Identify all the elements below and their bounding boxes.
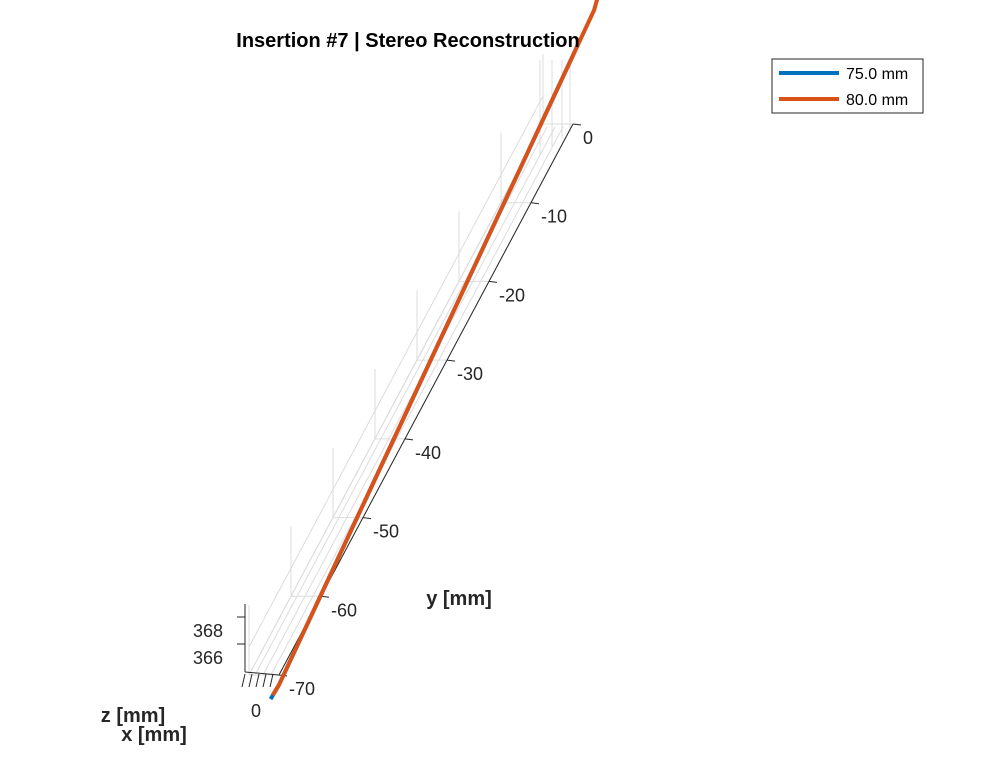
y-tick-label: 0 <box>583 128 593 148</box>
y-tick-label: -30 <box>457 364 483 384</box>
grid-wall-line <box>248 95 544 648</box>
x-tick-mark <box>248 673 253 688</box>
y-tick-mark <box>572 123 582 126</box>
legend-box <box>771 58 924 114</box>
data-series <box>268 0 600 701</box>
grid-wall-line <box>248 123 544 676</box>
y-tick-label: -10 <box>541 207 567 227</box>
grid-lines <box>248 54 573 676</box>
x-tick-mark <box>241 673 246 688</box>
legend-label-80mm: 80.0 mm <box>846 92 908 109</box>
y-tick-mark <box>362 517 372 520</box>
y-axis-label: y [mm] <box>426 588 492 610</box>
y-tick-label: -70 <box>289 679 315 699</box>
x-tick-label: 0 <box>251 701 261 721</box>
y-tick-label: -50 <box>373 522 399 542</box>
y-tick-label: -40 <box>415 443 441 463</box>
tick-labels: 0 -10 -20 -30 -40 -50 -60 -70 366 368 0 <box>193 128 593 721</box>
legend-label-75mm: 75.0 mm <box>846 66 908 83</box>
x-tick-mark <box>262 673 267 688</box>
y-tick-mark <box>530 202 540 205</box>
z-tick-label: 368 <box>193 621 223 641</box>
x-tick-mark <box>255 673 260 688</box>
y-tick-mark <box>404 438 414 441</box>
grid-floor-line <box>270 126 564 676</box>
grid-floor-line <box>262 126 556 676</box>
y-tick-label: -60 <box>331 600 357 620</box>
z-tick-label: 366 <box>193 648 223 668</box>
x-axis-label: x [mm] <box>121 724 187 746</box>
z-axis-label: z [mm] <box>101 705 165 727</box>
legend: 75.0 mm 80.0 mm <box>771 58 924 114</box>
y-tick-mark <box>488 280 498 283</box>
chart-title: Insertion #7 | Stereo Reconstruction <box>236 30 579 52</box>
y-tick-label: -20 <box>499 285 525 305</box>
series-line-800mm <box>270 0 600 697</box>
x-tick-mark <box>269 673 274 688</box>
y-tick-mark <box>446 359 456 362</box>
